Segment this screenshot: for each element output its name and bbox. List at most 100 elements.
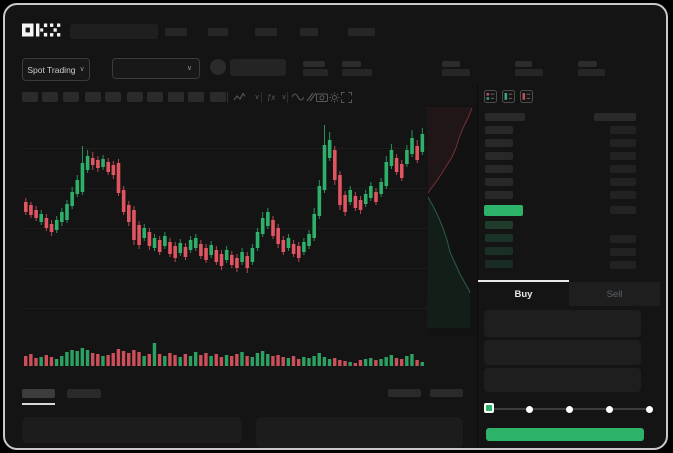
gridline xyxy=(22,308,477,309)
bid-price-skeleton[interactable] xyxy=(485,260,513,268)
slider-stop-dot[interactable] xyxy=(645,405,653,413)
pair-select[interactable]: ∨ xyxy=(112,58,200,79)
ticker-stat-value-skeleton xyxy=(442,69,470,76)
indicators-icon[interactable]: ƒx xyxy=(266,92,276,102)
ticker-stat-label-skeleton xyxy=(578,61,597,67)
ticker-stat-label-skeleton xyxy=(303,61,325,67)
bid-size-skeleton[interactable] xyxy=(610,248,636,256)
okx-logo[interactable] xyxy=(22,23,62,37)
orderbook-header-skeleton xyxy=(594,113,636,121)
nav-skeleton-item[interactable] xyxy=(300,28,318,36)
bid-size-skeleton[interactable] xyxy=(610,261,636,269)
nav-skeleton-item[interactable] xyxy=(165,28,187,36)
bid-price-skeleton[interactable] xyxy=(485,234,513,242)
bid-size-skeleton[interactable] xyxy=(610,235,636,243)
chart-type-caret-icon[interactable]: ∨ xyxy=(254,94,260,101)
buy-submit-button[interactable] xyxy=(486,428,644,441)
toolbar-skeleton-item[interactable] xyxy=(22,92,38,102)
fullscreen-icon[interactable] xyxy=(340,91,352,103)
app-window: Spot Trading ∨ ∨ ∨ ƒx ∨ xyxy=(3,3,668,450)
bottom-tab-skeleton[interactable] xyxy=(67,389,101,398)
buy-tab-indicator xyxy=(478,280,569,282)
ask-price-skeleton[interactable] xyxy=(485,178,513,186)
gridline xyxy=(22,268,477,269)
tab-sell[interactable]: Sell xyxy=(569,282,660,306)
line-tool-icon[interactable] xyxy=(292,91,304,103)
bottom-right-skeleton[interactable] xyxy=(388,389,421,397)
ticker-stat-value-skeleton xyxy=(342,69,372,76)
chart-settings-gear-icon[interactable] xyxy=(328,91,340,103)
slider-stop-dot[interactable] xyxy=(525,405,533,413)
bid-price-skeleton[interactable] xyxy=(485,221,513,229)
toolbar-divider xyxy=(227,92,228,103)
chevron-down-icon: ∨ xyxy=(186,65,192,72)
volume-chart[interactable] xyxy=(22,341,434,371)
ask-size-skeleton[interactable] xyxy=(610,139,636,147)
toolbar-skeleton-item[interactable] xyxy=(63,92,79,102)
toolbar-skeleton-item[interactable] xyxy=(188,92,204,102)
nav-skeleton-item[interactable] xyxy=(348,28,375,36)
nav-skeleton-item[interactable] xyxy=(255,28,277,36)
ticker-stat-value-skeleton xyxy=(578,69,605,76)
total-input-skeleton[interactable] xyxy=(484,368,641,392)
ask-size-skeleton[interactable] xyxy=(610,178,636,186)
ask-price-skeleton[interactable] xyxy=(485,152,513,160)
book-combined-icon[interactable] xyxy=(484,90,497,103)
slider-stop-dot[interactable] xyxy=(605,405,613,413)
toolbar-skeleton-item[interactable] xyxy=(85,92,101,102)
ask-price-skeleton[interactable] xyxy=(485,191,513,199)
amount-slider-handle[interactable] xyxy=(484,403,494,413)
slider-stop-dot[interactable] xyxy=(565,405,573,413)
toolbar-skeleton-item[interactable] xyxy=(147,92,163,102)
bid-price-skeleton[interactable] xyxy=(485,247,513,255)
tab-buy[interactable]: Buy xyxy=(514,288,533,300)
chevron-down-icon: ∨ xyxy=(79,66,85,73)
toolbar-divider xyxy=(261,92,262,103)
ask-size-skeleton[interactable] xyxy=(610,165,636,173)
depth-chart[interactable] xyxy=(427,105,478,335)
last-price-badge[interactable] xyxy=(484,205,523,216)
bottom-tab-skeleton-active[interactable] xyxy=(22,389,55,398)
toolbar-skeleton-item[interactable] xyxy=(210,92,226,102)
draw-tool-icon[interactable] xyxy=(304,91,316,103)
indicators-caret-icon[interactable]: ∨ xyxy=(281,94,287,101)
candlestick-chart[interactable] xyxy=(22,105,432,350)
ask-price-skeleton[interactable] xyxy=(485,126,513,134)
gridline xyxy=(22,148,477,149)
book-asks-icon[interactable] xyxy=(520,90,533,103)
gridline xyxy=(22,188,477,189)
ask-price-skeleton[interactable] xyxy=(485,165,513,173)
panel-divider xyxy=(477,85,478,448)
market-type-selector[interactable]: Spot Trading ∨ xyxy=(22,58,90,81)
snapshot-camera-icon[interactable] xyxy=(316,91,328,103)
history-panel-skeleton xyxy=(256,417,463,448)
last-price-size-skeleton xyxy=(610,206,636,214)
ticker-stat-label-skeleton xyxy=(442,61,460,67)
toolbar-skeleton-item[interactable] xyxy=(127,92,143,102)
toolbar-skeleton-item[interactable] xyxy=(168,92,184,102)
coin-avatar xyxy=(210,59,226,75)
toolbar-divider xyxy=(287,92,288,103)
ticker-stat-label-skeleton xyxy=(342,61,361,67)
chart-type-icon[interactable] xyxy=(233,91,245,103)
ticker-stat-label-skeleton xyxy=(515,61,532,67)
ask-size-skeleton[interactable] xyxy=(610,126,636,134)
orderbook-header-skeleton xyxy=(485,113,525,121)
header-search-skeleton[interactable] xyxy=(70,24,158,39)
toolbar-skeleton-item[interactable] xyxy=(105,92,121,102)
active-tab-underline xyxy=(22,403,55,405)
ticker-stat-value-skeleton xyxy=(303,69,328,76)
ask-price-skeleton[interactable] xyxy=(485,139,513,147)
book-bids-icon[interactable] xyxy=(502,90,515,103)
orders-panel-skeleton xyxy=(22,417,242,443)
nav-skeleton-item[interactable] xyxy=(208,28,228,36)
amount-input-skeleton[interactable] xyxy=(484,340,641,365)
ask-size-skeleton[interactable] xyxy=(610,152,636,160)
price-input-skeleton[interactable] xyxy=(484,310,641,337)
ticker-stat-value-skeleton xyxy=(515,69,543,76)
bottom-right-skeleton[interactable] xyxy=(430,389,463,397)
gridline xyxy=(22,228,477,229)
ask-size-skeleton[interactable] xyxy=(610,191,636,199)
toolbar-skeleton-item[interactable] xyxy=(42,92,58,102)
